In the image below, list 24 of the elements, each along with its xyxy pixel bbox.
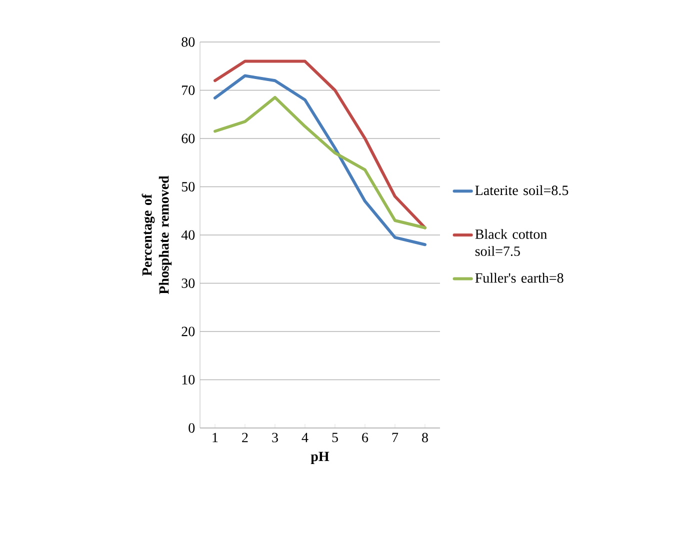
y-tick-label: 0: [188, 423, 195, 433]
x-tick-label: 1: [212, 432, 218, 442]
x-tick-label: 7: [392, 432, 398, 442]
line-series: [214, 96, 426, 230]
x-axis-title: pH: [310, 452, 330, 464]
y-tick-label: 80: [182, 37, 195, 47]
y-axis-title: Percentage of Phosphate removed: [142, 176, 172, 294]
x-tick-label: 4: [302, 432, 308, 442]
x-tick-label: 6: [362, 432, 368, 442]
line-series: [214, 74, 426, 246]
y-tick-label: 30: [182, 278, 195, 288]
x-tick-label: 3: [272, 432, 278, 442]
y-tick-label: 50: [182, 182, 195, 192]
legend-label: Laterite soil=8.5: [475, 185, 568, 196]
y-tick-label: 40: [181, 230, 195, 240]
y-tick-label: 60: [182, 134, 195, 144]
x-tick-label: 2: [242, 432, 248, 442]
x-tick-label: 5: [332, 432, 338, 442]
legend-label: Fuller's earth=8: [475, 272, 564, 283]
y-tick-label: 10: [182, 375, 195, 384]
y-tick-label: 70: [182, 86, 195, 95]
legend-label: Black cotton soil=7.5: [475, 229, 547, 256]
x-tick-label: 8: [422, 432, 428, 442]
y-tick-label: 20: [182, 326, 195, 336]
